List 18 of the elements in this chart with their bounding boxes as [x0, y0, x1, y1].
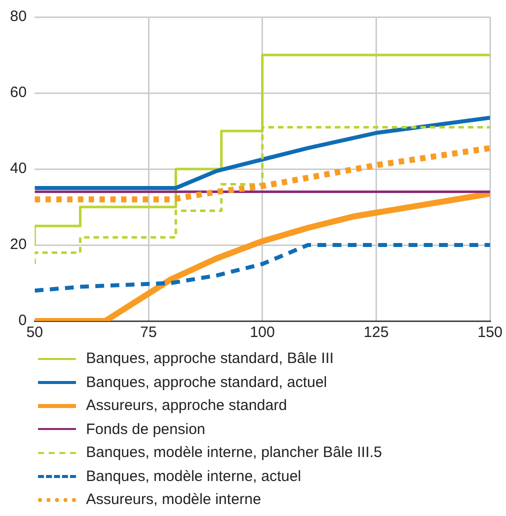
- x-tick-label: 100: [250, 324, 275, 342]
- legend-label: Fonds de pension: [86, 420, 206, 438]
- legend-label: Assureurs, approche standard: [86, 397, 287, 414]
- x-tick-label: 50: [26, 324, 44, 342]
- y-tick-label: 0: [18, 312, 27, 330]
- y-tick-label: 60: [10, 84, 27, 102]
- y-tick-label: 20: [10, 236, 27, 254]
- y-tick-label: 80: [10, 8, 27, 26]
- legend-label: Banques, modèle interne, plancher Bâle III.5: [86, 444, 382, 462]
- y-tick-label: 40: [10, 160, 27, 178]
- x-tick-label: 125: [364, 324, 389, 342]
- x-tick-label: 150: [477, 324, 503, 342]
- legend-label: Banques, approche standard, actuel: [86, 374, 328, 391]
- x-tick-label: 75: [140, 324, 157, 342]
- line-series: [34, 243, 490, 293]
- legend-label: Banques, approche standard, Bâle III: [86, 350, 334, 368]
- legend-label: Banques, modèle interne, actuel: [86, 468, 302, 485]
- legend-label: Assureurs, modèle interne: [86, 491, 262, 508]
